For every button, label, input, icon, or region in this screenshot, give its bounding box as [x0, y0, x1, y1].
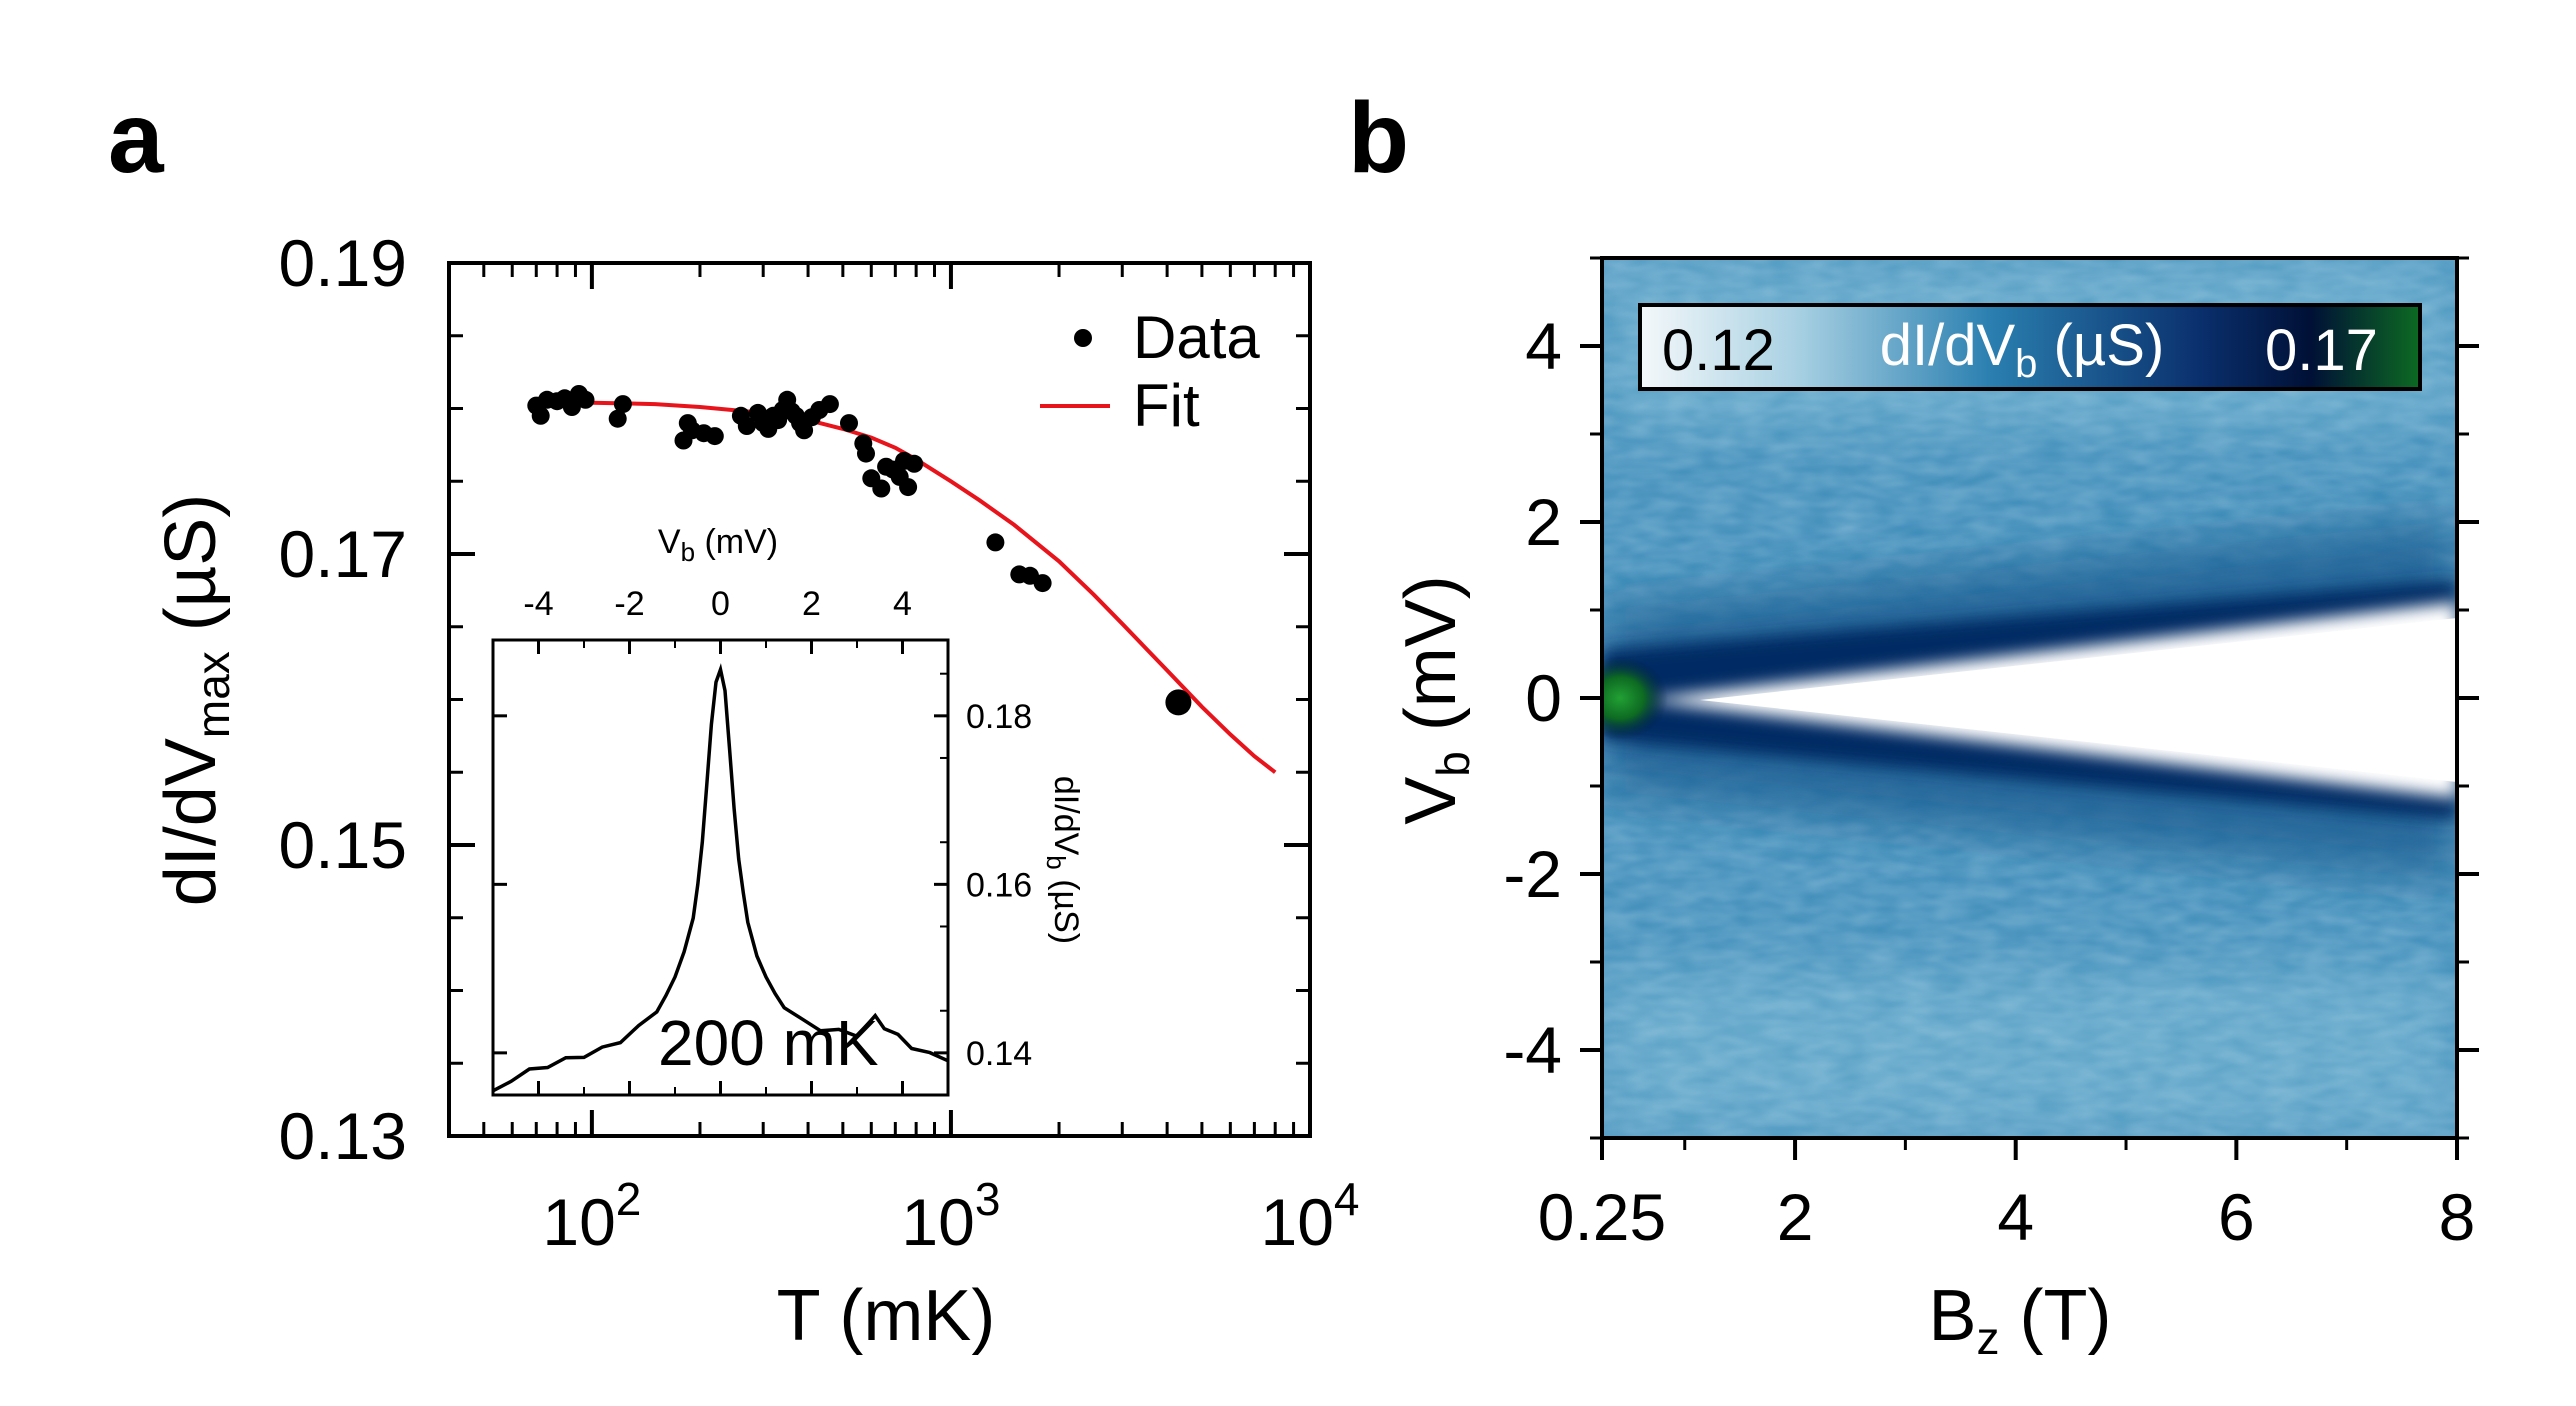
heatmap-axis-ticks	[1580, 256, 2479, 1160]
main-y-tick-labels: 0.13 0.15 0.17 0.19	[279, 226, 407, 1173]
colorbar-min-label: 0.12	[1662, 318, 1775, 383]
main-y-tick-label: 0.15	[279, 808, 407, 882]
data-point	[737, 417, 756, 435]
inset-y-tick-labels: 0.14 0.16 0.18	[966, 698, 1032, 1073]
data-point	[986, 533, 1005, 552]
inset-y-tick-label: 0.18	[966, 698, 1032, 736]
legend-data-label: Data	[1133, 304, 1260, 371]
colorbar-max-label: 0.17	[2265, 318, 2378, 383]
data-point	[608, 409, 627, 428]
inset-x-tick-labels: -4 -2 0 2 4	[523, 585, 912, 623]
main-y-tick-label: 0.19	[279, 226, 407, 300]
legend-data-marker	[1074, 329, 1092, 347]
heatmap-y-axis-title: Vb (mV)	[1391, 575, 1479, 825]
main-x-axis-title: T (mK)	[777, 1276, 996, 1356]
inset-x-tick-label: -4	[523, 585, 553, 623]
main-y-axis-title: dI/dVmax (µS)	[151, 494, 239, 907]
data-point	[899, 478, 918, 497]
inset-x-tick-label: 4	[893, 585, 912, 623]
data-point	[857, 444, 875, 463]
data-point	[1165, 689, 1192, 716]
heatmap-x-tick-label: 6	[2218, 1180, 2255, 1254]
inset-y-axis-title: dI/dVb (µS)	[1041, 776, 1085, 944]
data-point	[613, 395, 632, 414]
heatmap-x-tick-label: 2	[1777, 1180, 1814, 1254]
heatmap-y-tick-labels: -4 -2 0 2 4	[1503, 309, 1562, 1087]
panel-letter-a: a	[108, 82, 165, 194]
inset-curve	[492, 663, 949, 1093]
heatmap-x-tick-label: 8	[2439, 1180, 2476, 1254]
heatmap-split-peak-core	[1700, 618, 2457, 782]
heatmap-y-tick-label: 2	[1525, 485, 1562, 559]
colorbar-bar	[1638, 303, 2422, 391]
data-point	[872, 479, 891, 498]
inset-y-tick-label: 0.14	[966, 1035, 1032, 1073]
main-x-tick-label: 104	[1260, 1173, 1359, 1259]
heatmap-y-tick-label: 4	[1525, 309, 1562, 383]
heatmap-x-tick-label: 0.25	[1538, 1180, 1666, 1254]
heatmap-x-tick-labels: 0.25 2 4 6 8	[1538, 1180, 2476, 1254]
heatmap-y-tick-label: -2	[1503, 837, 1562, 911]
main-x-tick-label: 103	[901, 1173, 1000, 1259]
colorbar: 0.12 dI/dVb (µS) 0.17	[1638, 303, 2422, 391]
colorbar-title: dI/dVb (µS)	[1880, 313, 2165, 386]
heatmap-zero-bias-peak	[1602, 656, 1668, 740]
legend: Data Fit	[1040, 304, 1260, 439]
data-point	[795, 421, 814, 440]
main-plot: 0.13 0.15 0.17 0.19 102 103 104 T (mK) dI/dVm…	[151, 226, 1360, 1356]
inset-temperature-label: 200 mK	[658, 1007, 879, 1079]
inset-plot: -4 -2 0 2 4 0.14 0.16 0.18 Vb (mV) dI/dVb (µS)…	[491, 523, 1085, 1097]
heatmap-x-tick-label: 4	[1997, 1180, 2034, 1254]
inset-x-tick-label: 2	[802, 585, 821, 623]
main-x-tick-labels: 102 103 104	[542, 1173, 1359, 1259]
main-y-tick-label: 0.13	[279, 1099, 407, 1173]
data-point	[576, 390, 595, 409]
inset-x-tick-label: 0	[711, 585, 730, 623]
inset-x-tick-label: -2	[614, 585, 644, 623]
data-point	[705, 427, 724, 446]
data-points	[527, 385, 1192, 716]
inset-axis-ticks	[492, 640, 949, 1095]
legend-fit-label: Fit	[1133, 372, 1200, 439]
inset-x-axis-title: Vb (mV)	[658, 523, 778, 567]
panel-letter-b: b	[1348, 82, 1409, 194]
main-x-tick-label: 102	[542, 1173, 641, 1259]
heatmap-x-axis-title: Bz (T)	[1929, 1276, 2112, 1364]
heatmap-y-tick-label: 0	[1525, 661, 1562, 735]
heatmap-y-tick-label: -4	[1503, 1013, 1562, 1087]
main-axis-ticks	[447, 261, 1312, 1138]
data-point	[905, 454, 924, 473]
main-y-tick-label: 0.17	[279, 517, 407, 591]
inset-y-tick-label: 0.16	[966, 866, 1032, 904]
data-point	[531, 406, 550, 425]
data-point	[820, 395, 839, 414]
data-point	[1033, 574, 1052, 593]
fit-curve	[536, 399, 1277, 774]
heatmap-plot: 0.25 2 4 6 8 -4 -2 0 2 4 Bz (T) Vb (mV) 0.12 dI/…	[1391, 256, 2479, 1364]
data-point	[840, 414, 858, 433]
